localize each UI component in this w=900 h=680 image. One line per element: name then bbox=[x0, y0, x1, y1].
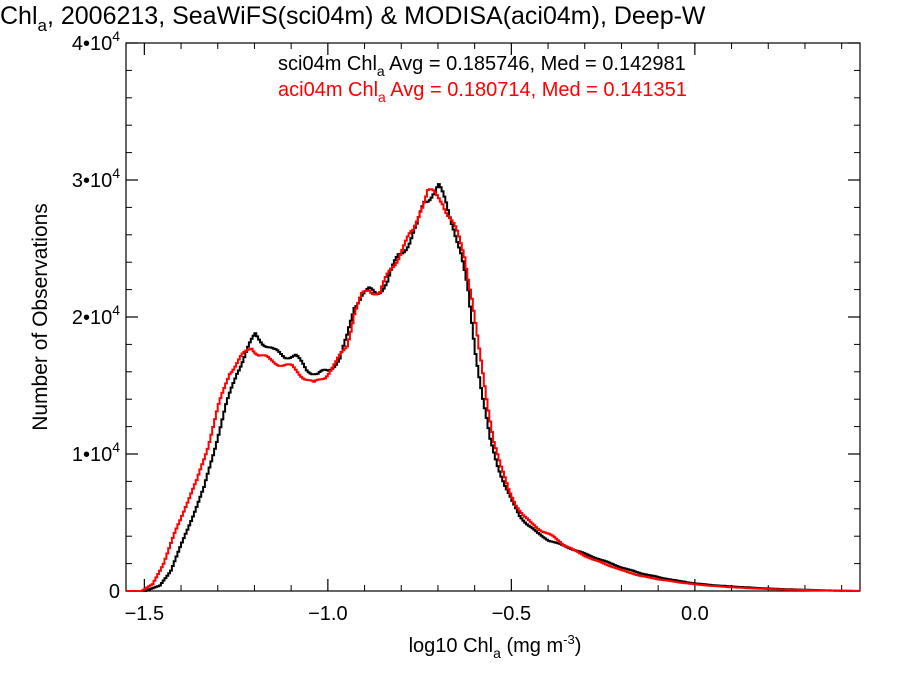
x-axis-label: log10 Chla (mg m-3) bbox=[409, 632, 582, 661]
annotation-sci04m: sci04m Chla Avg = 0.185746, Med = 0.1429… bbox=[278, 53, 686, 79]
x-tick-label: −1.0 bbox=[308, 603, 347, 625]
annotation-aci04m: aci04m Chla Avg = 0.180714, Med = 0.1413… bbox=[278, 79, 687, 105]
x-tick-label: −0.5 bbox=[492, 603, 531, 625]
series-lines bbox=[126, 183, 860, 592]
x-tick-label: 0.0 bbox=[681, 603, 709, 625]
plot-frame bbox=[125, 42, 861, 592]
y-tick-label: 2•104 bbox=[72, 302, 120, 329]
y-tick-label: 1•104 bbox=[72, 439, 120, 466]
chart-title: Chla, 2006213, SeaWiFS(sci04m) & MODISA(… bbox=[0, 2, 706, 35]
series-aci04m-line bbox=[126, 188, 860, 592]
x-tick-labels: −1.5 −1.0 −0.5 0.0 bbox=[125, 603, 709, 625]
y-tick-labels: 0 1•104 2•104 3•104 4•104 bbox=[72, 28, 120, 603]
y-axis-label: Number of Observations bbox=[29, 203, 52, 431]
y-tick-label: 0 bbox=[109, 581, 120, 603]
y-tick-label: 4•104 bbox=[72, 28, 120, 55]
x-tick-label: −1.5 bbox=[125, 603, 164, 625]
series-sci04m-line bbox=[126, 183, 860, 592]
axis-ticks bbox=[126, 42, 860, 592]
y-tick-label: 3•104 bbox=[72, 165, 120, 192]
